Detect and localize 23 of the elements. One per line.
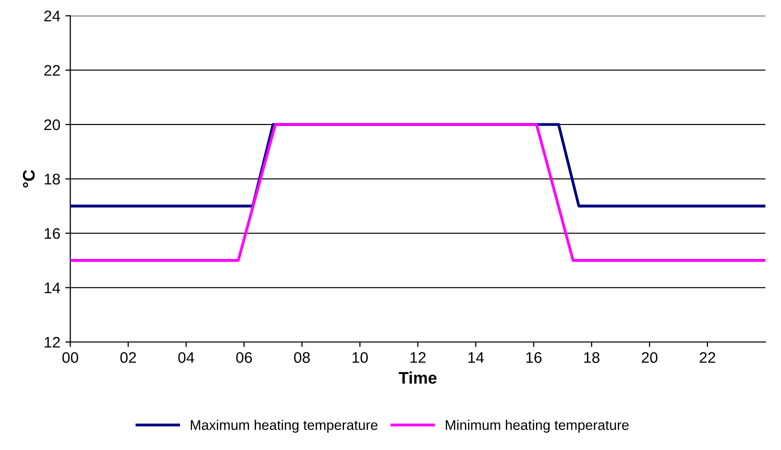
y-tick-label: 24	[44, 10, 60, 22]
x-tick-label: 06	[236, 352, 252, 363]
y-tick-label: 12	[44, 336, 60, 348]
x-axis-title: Time	[398, 372, 437, 384]
x-tick-label: 08	[294, 352, 310, 363]
x-tick-label: 16	[526, 352, 542, 363]
x-tick-label: 10	[352, 352, 368, 363]
y-tick-label: 20	[44, 119, 60, 130]
x-tick-label: 12	[410, 352, 426, 363]
y-tick-label: 18	[44, 174, 60, 185]
x-tick-label: 20	[642, 352, 658, 363]
x-tick-label: 00	[62, 352, 78, 363]
y-tick-label: 16	[44, 228, 60, 239]
y-axis-title: °C	[22, 170, 35, 188]
x-tick-label: 02	[120, 352, 136, 363]
legend-label: Maximum heating temperature	[190, 420, 378, 433]
y-tick-label: 22	[44, 64, 60, 76]
x-tick-label: 18	[584, 352, 600, 363]
x-tick-label: 22	[700, 352, 716, 363]
x-tick-label: 14	[468, 352, 484, 363]
y-tick-label: 14	[44, 282, 60, 294]
legend-label: Minimum heating temperature	[446, 420, 629, 433]
x-tick-label: 04	[178, 352, 194, 363]
